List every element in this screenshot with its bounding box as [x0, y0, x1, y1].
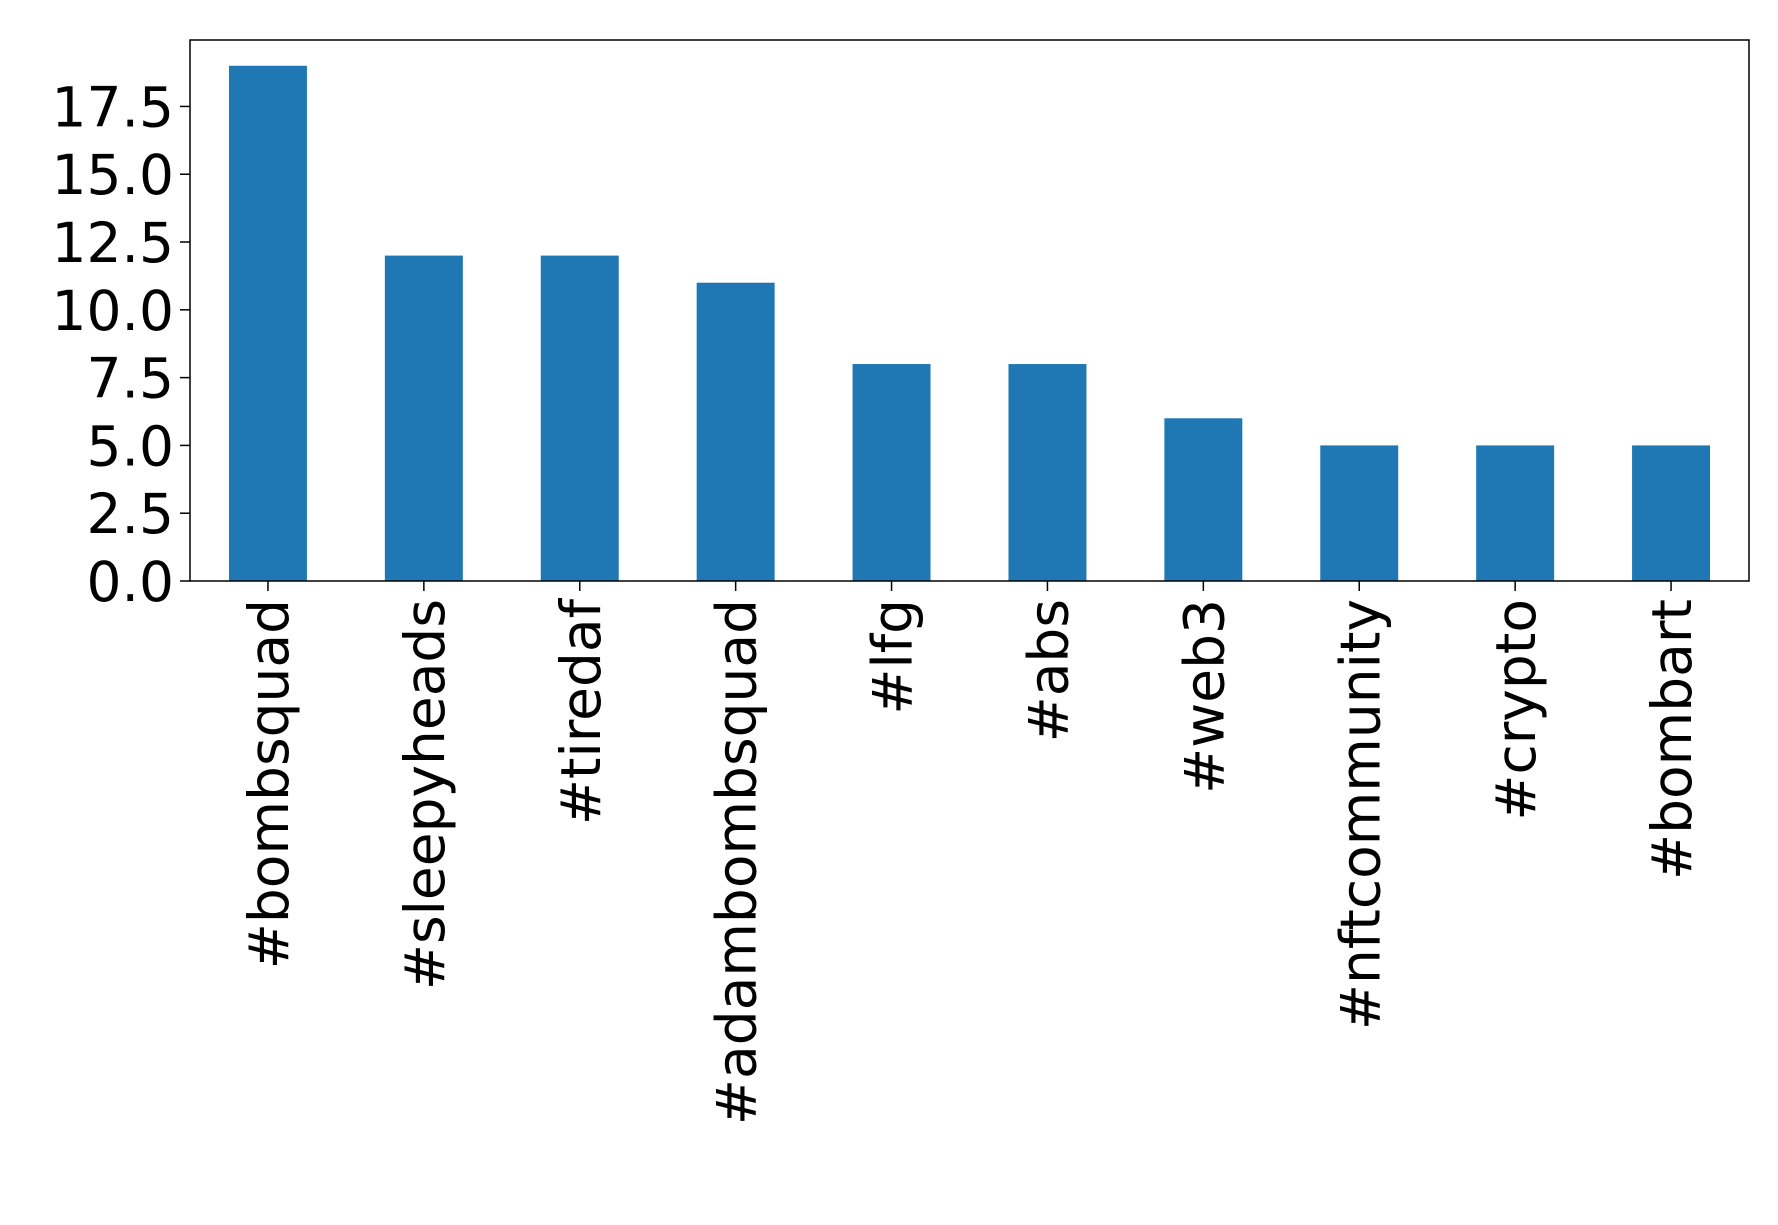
bar: [384, 255, 463, 581]
x-tick-label: #abs: [1016, 599, 1080, 742]
y-tick-label: 10.0: [52, 279, 174, 343]
bar: [696, 282, 775, 581]
bar: [1632, 445, 1711, 581]
y-tick-label: 15.0: [52, 143, 174, 207]
x-tick-label: #web3: [1172, 599, 1236, 794]
bar: [1476, 445, 1555, 581]
x-tick-label: #adambombsquad: [705, 599, 769, 1125]
y-tick-label: 2.5: [87, 482, 174, 546]
bar: [228, 65, 307, 581]
y-tick-label: 0.0: [87, 550, 174, 614]
x-tick-label: #crypto: [1484, 599, 1548, 821]
x-tick-label: #tiredaf: [549, 597, 613, 825]
plot-frame: [189, 39, 1750, 582]
bar: [1320, 445, 1399, 581]
y-tick-label: 12.5: [52, 211, 174, 275]
x-tick-label: #lfg: [861, 599, 925, 715]
bar: [1008, 364, 1087, 581]
x-tick-label: #sleepyheads: [393, 599, 457, 990]
x-tick-label: #bombsquad: [237, 599, 301, 969]
bar: [1164, 418, 1243, 581]
bar: [540, 255, 619, 581]
y-tick-label: 5.0: [87, 414, 174, 478]
bar: [852, 364, 931, 581]
x-tick-label: #nftcommunity: [1328, 599, 1392, 1030]
x-tick-label: #bombart: [1640, 599, 1704, 880]
y-tick-label: 7.5: [87, 347, 174, 411]
y-tick-label: 17.5: [52, 75, 174, 139]
